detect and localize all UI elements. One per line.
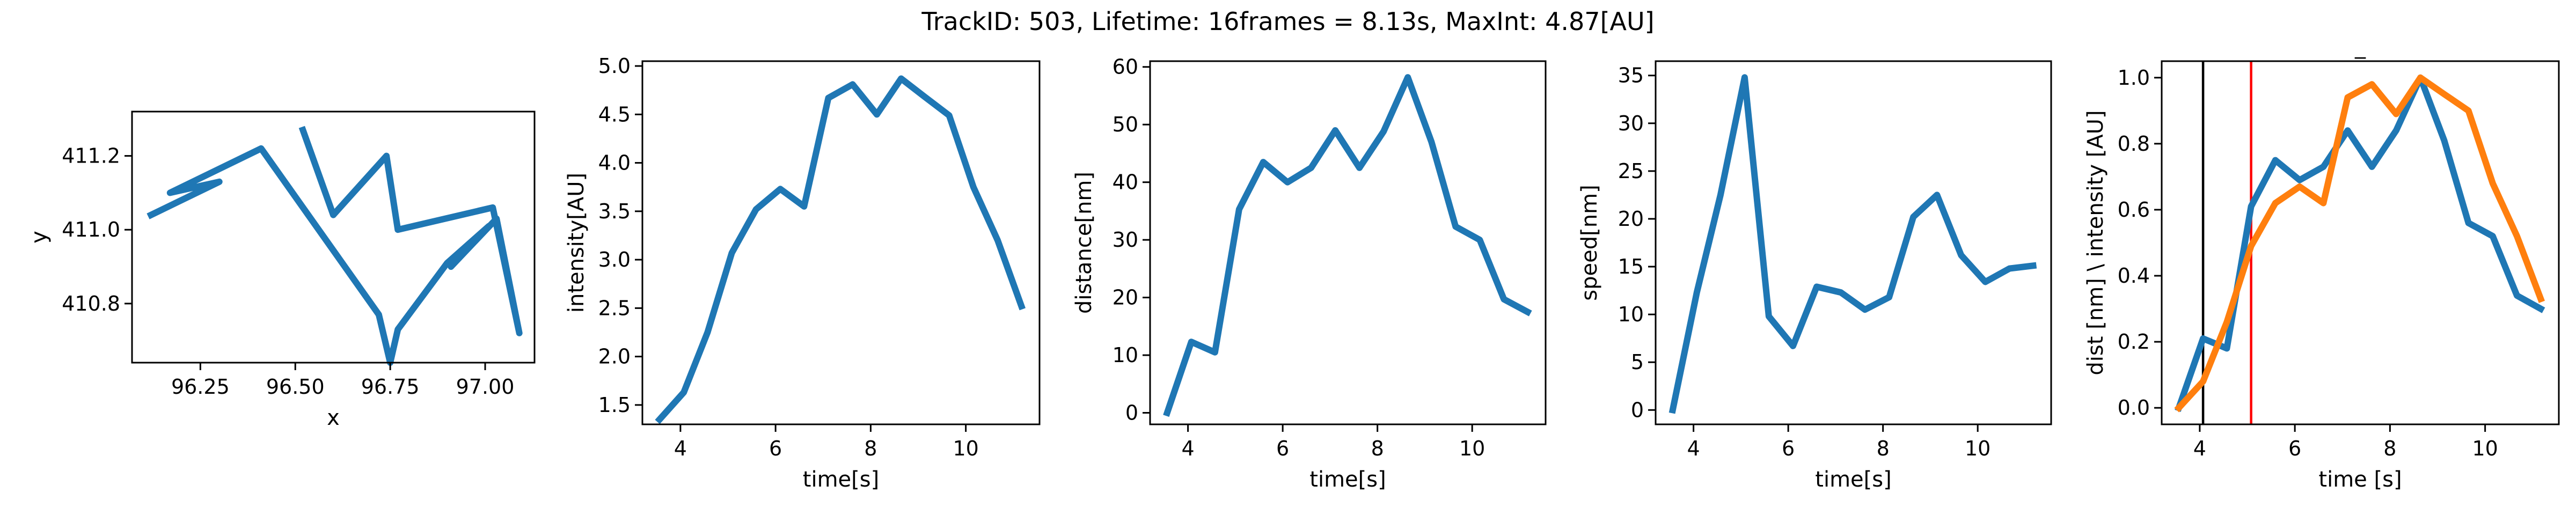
distance-plot-xlabel: time[s]	[1309, 467, 1386, 492]
normalized-plot-title: _	[2354, 34, 2366, 59]
normalized-plot-xtick-label: 8	[2383, 437, 2396, 460]
speed-plot-xtick-label: 4	[1687, 437, 1700, 460]
intensity-plot-frame	[641, 60, 1041, 425]
intensity-plot-xtick-label: 10	[953, 437, 978, 460]
speed-plot-xlabel: time[s]	[1815, 467, 1891, 492]
normalized-plot-xtick-label: 6	[2288, 437, 2301, 460]
distance-plot-ytick-label: 40	[1113, 171, 1138, 194]
trajectory-plot-ytick-label: 410.8	[62, 292, 120, 315]
normalized-plot-xlabel: time [s]	[2318, 467, 2402, 492]
speed-plot-frame	[1655, 60, 2052, 425]
distance-plot-ytick-label: 10	[1113, 343, 1138, 367]
intensity-plot-ytick-label: 5.0	[598, 54, 631, 78]
distance-plot-frame	[1149, 60, 1547, 425]
trajectory-plot-xtick-label: 96.25	[171, 375, 230, 399]
normalized-plot-ylabel: dist [nm] \ intensity [AU]	[2083, 110, 2108, 375]
normalized-plot-series-1	[2174, 74, 2545, 413]
trajectory-plot-xtick-label: 96.75	[361, 375, 420, 399]
intensity-plot-xtick-label: 6	[769, 437, 782, 460]
normalized-plot: 4 6 8 10 0.0 0.2 0.4 0.6 0.8 1.0 time [s] dist [nm]…	[2083, 34, 2560, 492]
distance-plot-xtick-label: 4	[1182, 437, 1195, 460]
speed-plot-ytick-label: 35	[1618, 64, 1644, 87]
intensity-plot: 4 6 8 10 1.5 2.0 2.5 3.0 3.5 4.0 4.5 5.0 time[s] inte…	[564, 54, 1041, 492]
distance-plot-series-0	[1163, 74, 1532, 417]
speed-plot-ytick-label: 5	[1631, 350, 1644, 374]
intensity-plot-ytick-label: 1.5	[598, 393, 631, 417]
speed-plot-xtick-label: 8	[1877, 437, 1890, 460]
distance-plot: 4 6 8 10 0 10 20 30 40 50 60 time[s] distance[nm]	[1072, 55, 1547, 492]
distance-plot-xtick-label: 10	[1459, 437, 1485, 460]
normalized-plot-xtick-label: 10	[2472, 437, 2498, 460]
trajectory-plot: 96.25 96.50 96.75 97.00 410.8 411.0 411.2 x y	[27, 111, 536, 430]
normalized-plot-series-0	[2175, 74, 2545, 412]
speed-plot-ytick-label: 10	[1618, 303, 1644, 326]
trajectory-plot-xtick-label: 97.00	[456, 375, 515, 399]
speed-plot-xtick-label: 10	[1965, 437, 1990, 460]
intensity-plot-ytick-label: 3.5	[598, 200, 631, 223]
distance-plot-ylabel: distance[nm]	[1072, 172, 1096, 314]
normalized-plot-ytick-label: 0.8	[2118, 132, 2150, 156]
speed-plot-xtick-label: 6	[1782, 437, 1795, 460]
trajectory-plot-xlabel: x	[327, 406, 340, 430]
trajectory-plot-ytick-label: 411.2	[62, 144, 120, 168]
normalized-plot-ytick-label: 0.4	[2118, 264, 2150, 288]
intensity-plot-ytick-label: 3.0	[598, 248, 631, 271]
figure-title: TrackID: 503, Lifetime: 16frames = 8.13s…	[921, 7, 1654, 36]
normalized-plot-ytick-label: 0.6	[2118, 198, 2150, 222]
distance-plot-ytick-label: 30	[1113, 228, 1138, 252]
trajectory-plot-ytick-label: 411.0	[62, 218, 120, 241]
intensity-plot-ytick-label: 2.5	[598, 296, 631, 320]
speed-plot-series-0	[1668, 74, 2037, 414]
speed-plot-ylabel: speed[nm]	[1577, 185, 1602, 300]
speed-plot-ytick-label: 15	[1618, 255, 1644, 278]
distance-plot-ytick-label: 50	[1113, 113, 1138, 136]
distance-plot-xtick-label: 8	[1371, 437, 1384, 460]
speed-plot: 4 6 8 10 0 5 10 15 20 25 30 35 time[s] speed[nm]	[1577, 60, 2052, 492]
trajectory-plot-ylabel: y	[27, 231, 52, 244]
speed-plot-ytick-label: 0	[1631, 398, 1644, 422]
normalized-plot-ytick-label: 0.0	[2118, 396, 2150, 420]
normalized-plot-frame	[2161, 60, 2560, 425]
trajectory-plot-frame	[131, 111, 536, 364]
intensity-plot-xtick-label: 4	[674, 437, 687, 460]
intensity-plot-series-0	[655, 75, 1026, 424]
distance-plot-xtick-label: 6	[1276, 437, 1289, 460]
distance-plot-ytick-label: 0	[1125, 401, 1138, 425]
intensity-plot-xtick-label: 8	[864, 437, 877, 460]
normalized-plot-ytick-label: 0.2	[2118, 330, 2150, 354]
normalized-plot-xtick-label: 4	[2193, 437, 2206, 460]
trajectory-plot-xtick-label: 96.50	[266, 375, 325, 399]
intensity-plot-ytick-label: 2.0	[598, 345, 631, 369]
distance-plot-ytick-label: 60	[1113, 55, 1138, 79]
distance-plot-ytick-label: 20	[1113, 286, 1138, 310]
speed-plot-ytick-label: 20	[1618, 207, 1644, 231]
normalized-plot-ytick-label: 1.0	[2118, 66, 2150, 90]
intensity-plot-ytick-label: 4.0	[598, 151, 631, 175]
speed-plot-ytick-label: 30	[1618, 112, 1644, 135]
trajectory-plot-series-0	[147, 126, 523, 366]
intensity-plot-xlabel: time[s]	[803, 467, 879, 492]
intensity-plot-ytick-label: 4.5	[598, 102, 631, 126]
intensity-plot-ylabel: intensity[AU]	[564, 173, 589, 313]
speed-plot-ytick-label: 25	[1618, 159, 1644, 183]
